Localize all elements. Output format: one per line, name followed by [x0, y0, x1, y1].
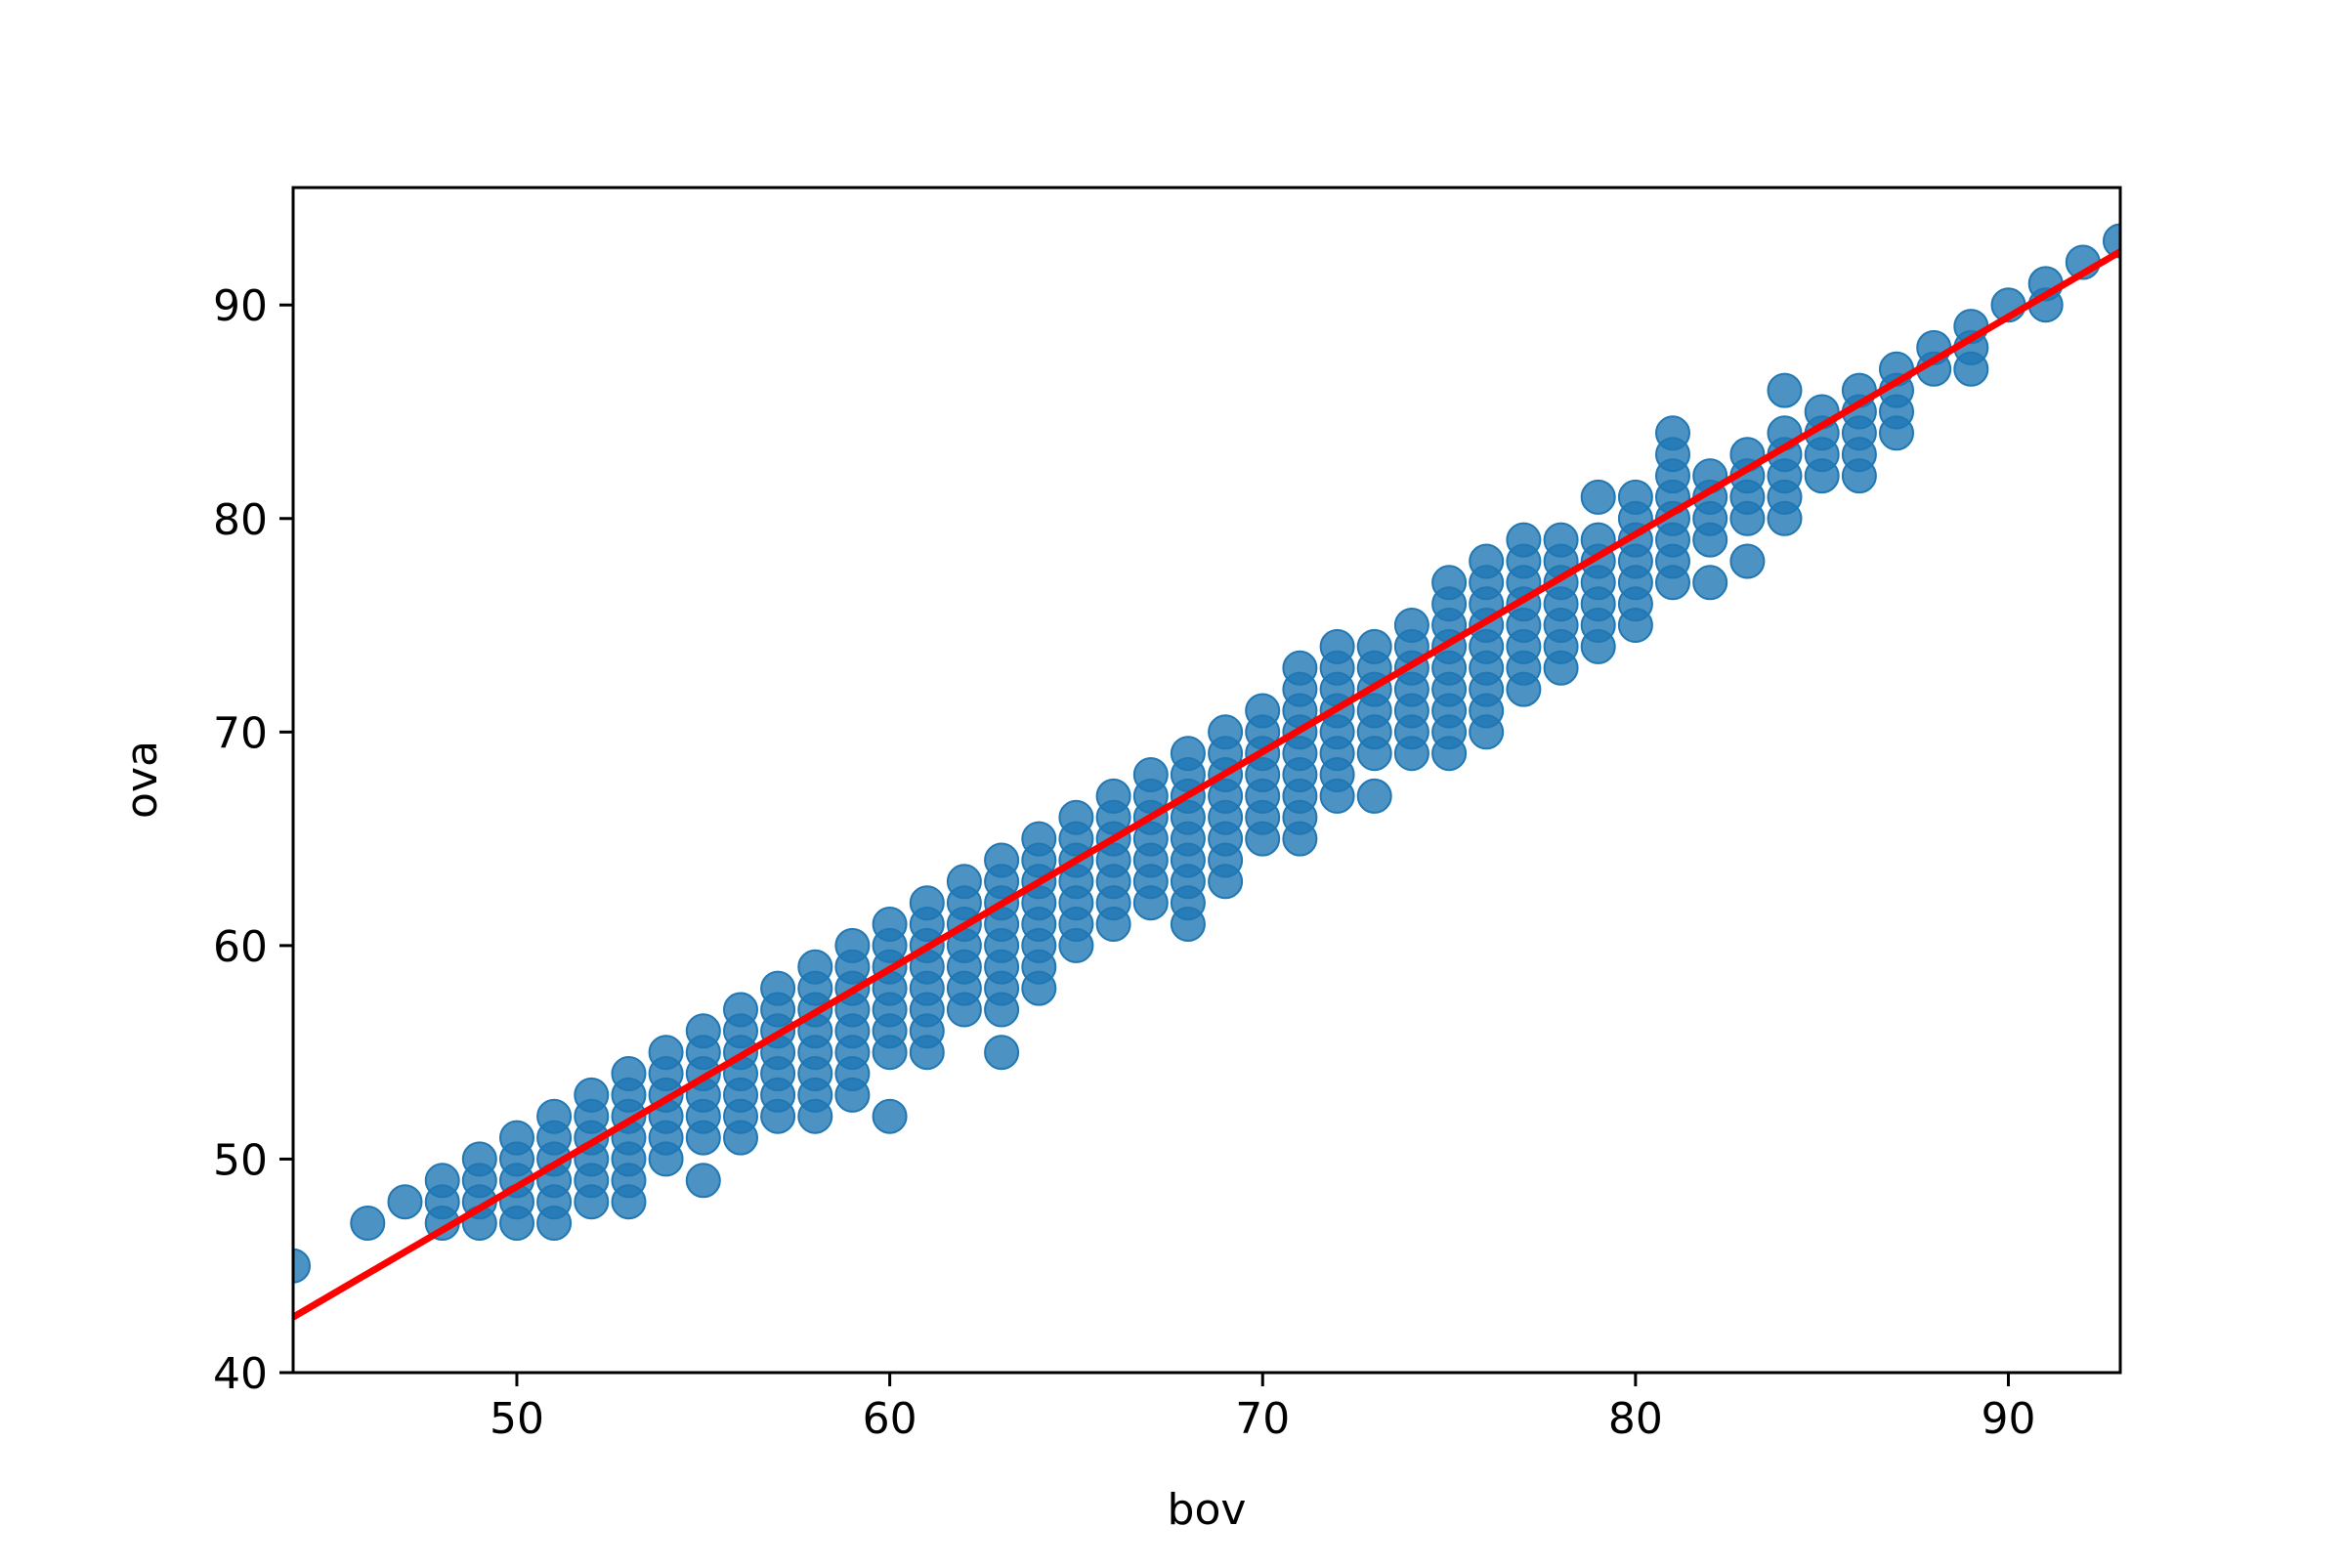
- data-point: [1469, 543, 1505, 579]
- y-tick-label: 40: [213, 1349, 268, 1399]
- y-tick-label: 80: [213, 495, 268, 545]
- data-point: [834, 927, 871, 963]
- x-axis: 50 60 70 80 90: [490, 1373, 2036, 1444]
- data-point: [1729, 543, 1766, 579]
- scatter-points: [293, 223, 2120, 1284]
- data-point: [293, 1248, 311, 1284]
- data-point: [536, 1098, 573, 1134]
- data-point: [611, 1056, 647, 1091]
- data-point: [872, 907, 908, 942]
- data-point: [1580, 479, 1616, 515]
- x-tick-label: 90: [1982, 1394, 2036, 1444]
- data-point: [1170, 736, 1206, 772]
- data-point: [1617, 479, 1653, 515]
- data-point: [984, 842, 1020, 878]
- data-point: [1356, 778, 1392, 814]
- data-point: [797, 949, 833, 985]
- x-axis-label: bov: [1168, 1485, 1247, 1535]
- data-point: [984, 1035, 1020, 1071]
- x-tick-label: 70: [1235, 1394, 1290, 1444]
- data-point: [685, 1163, 721, 1199]
- data-point: [461, 1141, 497, 1177]
- plot-area-frame: [291, 186, 2122, 1375]
- data-point: [1543, 522, 1579, 558]
- x-tick-label: 50: [490, 1394, 544, 1444]
- y-tick-label: 60: [213, 922, 268, 972]
- data-point: [946, 864, 982, 900]
- data-point: [909, 885, 945, 921]
- data-point: [1692, 565, 1728, 601]
- data-point: [685, 1013, 721, 1049]
- data-point: [1319, 628, 1355, 664]
- data-point: [1506, 522, 1542, 558]
- data-point: [1356, 628, 1392, 664]
- data-point: [1058, 799, 1094, 835]
- data-point: [1245, 693, 1281, 729]
- data-point: [1431, 565, 1468, 601]
- data-point: [387, 1184, 423, 1220]
- y-tick-label: 50: [213, 1135, 268, 1185]
- data-point: [1767, 372, 1803, 408]
- x-tick-label: 80: [1608, 1394, 1663, 1444]
- y-tick-label: 90: [213, 281, 268, 331]
- data-point: [1282, 650, 1318, 686]
- data-point: [1132, 757, 1169, 792]
- data-point: [1095, 778, 1131, 814]
- data-point: [760, 970, 796, 1006]
- data-point: [2103, 223, 2120, 259]
- data-point: [574, 1077, 610, 1113]
- x-tick-label: 60: [863, 1394, 917, 1444]
- data-point: [1655, 415, 1690, 451]
- data-point: [1393, 608, 1429, 643]
- data-point: [424, 1163, 460, 1199]
- data-point: [499, 1120, 534, 1156]
- data-point: [1021, 821, 1057, 857]
- y-axis: 40 50 60 70 80 90: [213, 281, 293, 1399]
- data-point: [1208, 714, 1244, 750]
- data-point: [872, 1098, 908, 1134]
- data-point: [648, 1035, 684, 1071]
- regression-line: [293, 248, 2120, 1321]
- data-point: [350, 1206, 386, 1241]
- y-tick-label: 70: [213, 708, 268, 758]
- y-axis-label: ova: [117, 741, 167, 819]
- data-point: [723, 992, 758, 1028]
